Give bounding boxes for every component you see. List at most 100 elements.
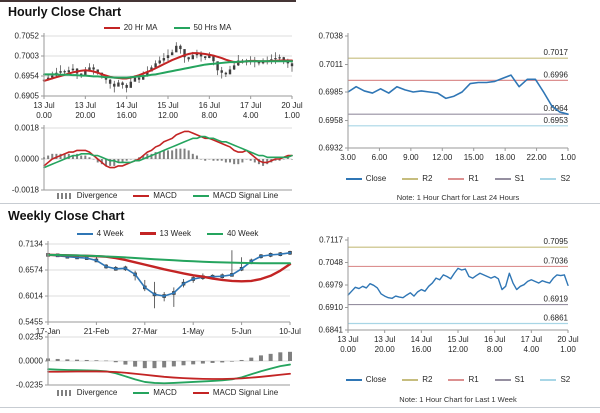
line-swatch-icon <box>402 378 419 381</box>
legend-item-s1: S1 <box>494 174 525 183</box>
line-swatch-icon <box>448 378 465 381</box>
legend-item-s2: S2 <box>540 375 570 384</box>
svg-text:20.00: 20.00 <box>375 345 396 354</box>
svg-text:0.6919: 0.6919 <box>544 295 569 304</box>
legend-label: S2 <box>560 375 571 384</box>
svg-text:20 Jul: 20 Jul <box>281 101 303 110</box>
legend-label: 50 Hrs MA <box>193 23 232 32</box>
legend-label: 13 Week <box>159 229 191 238</box>
legend-label: Close <box>365 174 387 183</box>
svg-text:0.7011: 0.7011 <box>319 60 343 69</box>
legend-label: S1 <box>514 375 525 384</box>
legend-item-4-week: 4 Week <box>76 229 124 238</box>
legend-label: R1 <box>468 375 479 384</box>
legend-item-50-hrs-ma: 50 Hrs MA <box>173 23 232 32</box>
svg-text:0.0000: 0.0000 <box>19 357 44 366</box>
svg-text:0.0235: 0.0235 <box>19 333 44 342</box>
svg-text:18.00: 18.00 <box>495 153 516 162</box>
svg-text:0.6910: 0.6910 <box>319 303 344 312</box>
hourly-macd-legend: Divergence MACD MACD Signal Line <box>40 190 295 201</box>
hourly-section-title: Hourly Close Chart <box>8 5 122 19</box>
legend-item-macd: MACD <box>133 388 177 397</box>
svg-text:0.6958: 0.6958 <box>319 116 344 125</box>
svg-text:10-Jul: 10-Jul <box>279 327 301 336</box>
line-swatch-icon <box>345 378 362 381</box>
svg-text:22.00: 22.00 <box>527 153 548 162</box>
legend-item-macd-signal-line: MACD Signal Line <box>192 191 278 200</box>
svg-text:0.5455: 0.5455 <box>19 318 44 327</box>
svg-text:0.00: 0.00 <box>340 345 356 354</box>
svg-text:-0.0018: -0.0018 <box>12 186 40 195</box>
bar-swatch-icon <box>56 192 73 199</box>
svg-text:0.6953: 0.6953 <box>544 116 569 125</box>
legend-label: R1 <box>468 174 479 183</box>
svg-text:0.7095: 0.7095 <box>544 237 569 246</box>
legend-item-s2: S2 <box>540 174 570 183</box>
svg-text:1.00: 1.00 <box>284 111 300 120</box>
svg-text:14 Jul: 14 Jul <box>411 335 433 344</box>
legend-label: 40 Week <box>226 229 259 238</box>
legend-label: MACD <box>153 191 177 200</box>
line-swatch-icon <box>192 194 209 197</box>
legend-item-close: Close <box>345 375 386 384</box>
svg-text:0.7036: 0.7036 <box>544 256 569 265</box>
bottom-divider <box>0 407 600 408</box>
legend-item-r1: R1 <box>448 174 479 183</box>
svg-text:0.7017: 0.7017 <box>544 48 569 57</box>
svg-text:4.00: 4.00 <box>524 345 540 354</box>
line-swatch-icon <box>133 391 150 394</box>
legend-label: Divergence <box>76 191 118 200</box>
bar-swatch-icon <box>56 389 73 396</box>
legend-label: R2 <box>422 174 433 183</box>
svg-text:15.00: 15.00 <box>464 153 485 162</box>
legend-item-r2: R2 <box>402 174 432 183</box>
line-swatch-icon <box>540 378 557 381</box>
section-divider <box>0 203 600 204</box>
line-swatch-icon <box>139 232 156 235</box>
weekly-price-legend: 4 Week 13 Week 40 Week <box>40 228 295 239</box>
legend-item-divergence: Divergence <box>56 388 117 397</box>
legend-item-macd-signal-line: MACD Signal Line <box>192 388 278 397</box>
legend-label: S1 <box>514 174 525 183</box>
svg-text:12.00: 12.00 <box>432 153 453 162</box>
svg-text:0.6954: 0.6954 <box>15 72 40 81</box>
svg-text:16 Jul: 16 Jul <box>484 335 506 344</box>
svg-text:0.00: 0.00 <box>36 111 52 120</box>
line-swatch-icon <box>103 26 120 29</box>
svg-text:0.6996: 0.6996 <box>544 70 569 79</box>
svg-text:0.6574: 0.6574 <box>19 266 44 275</box>
svg-text:0.6014: 0.6014 <box>19 292 44 301</box>
svg-text:15 Jul: 15 Jul <box>157 101 179 110</box>
svg-text:20.00: 20.00 <box>75 111 96 120</box>
weekly-intraday-legend: Close R2 R1 S1 S2 <box>340 374 576 385</box>
hourly-intraday-legend: Close R2 R1 S1 S2 <box>340 173 576 184</box>
legend-item-r2: R2 <box>402 375 432 384</box>
svg-text:16.00: 16.00 <box>117 111 138 120</box>
legend-item-s1: S1 <box>494 375 525 384</box>
legend-item-divergence: Divergence <box>56 191 118 200</box>
svg-text:27-Mar: 27-Mar <box>132 327 158 336</box>
line-swatch-icon <box>494 177 511 180</box>
svg-text:5-Jun: 5-Jun <box>232 327 252 336</box>
legend-label: MACD <box>153 388 177 397</box>
svg-text:17 Jul: 17 Jul <box>521 335 543 344</box>
weekly-section-title: Weekly Close Chart <box>8 209 125 223</box>
svg-text:13 Jul: 13 Jul <box>75 101 97 110</box>
svg-text:8.00: 8.00 <box>202 111 218 120</box>
svg-text:0.6841: 0.6841 <box>319 326 344 335</box>
svg-text:0.0000: 0.0000 <box>15 155 40 164</box>
svg-text:12.00: 12.00 <box>158 111 179 120</box>
legend-item-13-week: 13 Week <box>139 229 191 238</box>
hourly-chart-note: Note: 1 Hour Chart for Last 24 Hours <box>396 193 520 202</box>
svg-text:0.7052: 0.7052 <box>15 32 40 41</box>
svg-text:0.7003: 0.7003 <box>15 52 40 61</box>
line-swatch-icon <box>173 26 190 29</box>
svg-text:13 Jul: 13 Jul <box>374 335 396 344</box>
legend-label: R2 <box>422 375 433 384</box>
legend-item-macd: MACD <box>133 191 177 200</box>
line-swatch-icon <box>76 232 93 235</box>
legend-item-20-hr-ma: 20 Hr MA <box>103 23 158 32</box>
svg-text:8.00: 8.00 <box>487 345 503 354</box>
svg-text:16 Jul: 16 Jul <box>199 101 221 110</box>
